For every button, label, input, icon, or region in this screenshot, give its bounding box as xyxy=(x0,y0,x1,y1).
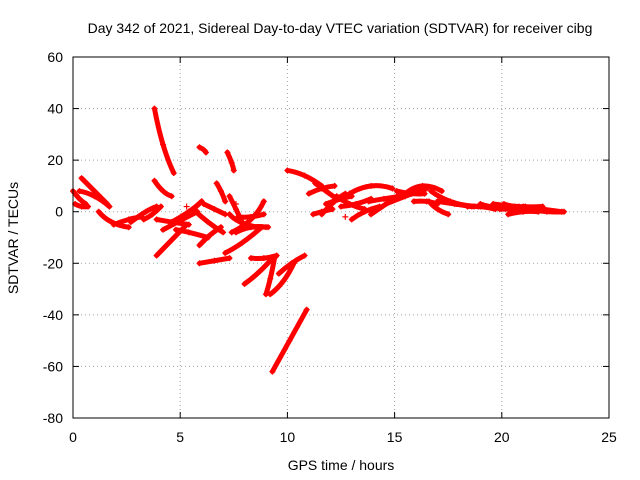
plot-frame xyxy=(72,56,610,419)
x-tick-label: 20 xyxy=(494,429,510,445)
y-tick-label: 40 xyxy=(47,101,63,117)
data-arc xyxy=(151,177,175,200)
axis-ticks xyxy=(72,56,610,419)
y-tick-label: -40 xyxy=(43,307,63,323)
data-arc xyxy=(402,182,445,197)
data-point xyxy=(342,213,349,220)
data-point xyxy=(232,200,239,207)
data-arc xyxy=(213,180,229,205)
data-arc xyxy=(262,255,278,298)
data-arc xyxy=(425,198,452,218)
data-arc xyxy=(196,224,224,249)
x-tick-label: 0 xyxy=(69,429,77,445)
data-arc xyxy=(153,221,190,259)
data-arc-line xyxy=(151,106,177,176)
y-tick-label: -20 xyxy=(43,255,63,271)
data-arc xyxy=(528,206,567,215)
x-tick-label: 5 xyxy=(176,429,184,445)
data-arc xyxy=(196,144,209,156)
data-arc xyxy=(76,188,113,210)
data-arc xyxy=(269,306,310,375)
data-arc xyxy=(72,200,92,210)
x-tick-label: 25 xyxy=(601,429,617,445)
data-arc xyxy=(275,252,308,277)
data-point xyxy=(183,203,190,210)
y-tick-label: -60 xyxy=(43,358,63,374)
data-arc xyxy=(140,203,164,223)
data-arc xyxy=(241,224,272,231)
y-tick-label: -80 xyxy=(43,410,63,426)
x-tick-label: 15 xyxy=(387,429,403,445)
y-tick-label: 0 xyxy=(55,204,63,220)
data-arc xyxy=(224,149,237,174)
grid-lines xyxy=(73,57,609,418)
chart-title: Day 342 of 2021, Sidereal Day-to-day VTE… xyxy=(88,20,593,36)
data-arc xyxy=(235,211,267,220)
data-points xyxy=(70,105,567,375)
y-tick-label: 20 xyxy=(47,152,63,168)
x-tick-label: 10 xyxy=(280,429,296,445)
x-axis-label: GPS time / hours xyxy=(288,457,395,473)
data-point xyxy=(198,198,205,205)
data-arc xyxy=(346,182,396,197)
axis-tick-labels: 0 5 10 15 20 25 -80 -60 -40 -20 0 20 40 60 xyxy=(43,49,617,445)
y-tick-label: 60 xyxy=(47,49,63,65)
data-arc xyxy=(196,255,233,267)
data-arc xyxy=(151,105,177,177)
data-arc xyxy=(190,206,227,236)
y-axis-label: SDTVAR / TECUs xyxy=(5,182,21,294)
data-arc-line xyxy=(224,149,237,173)
